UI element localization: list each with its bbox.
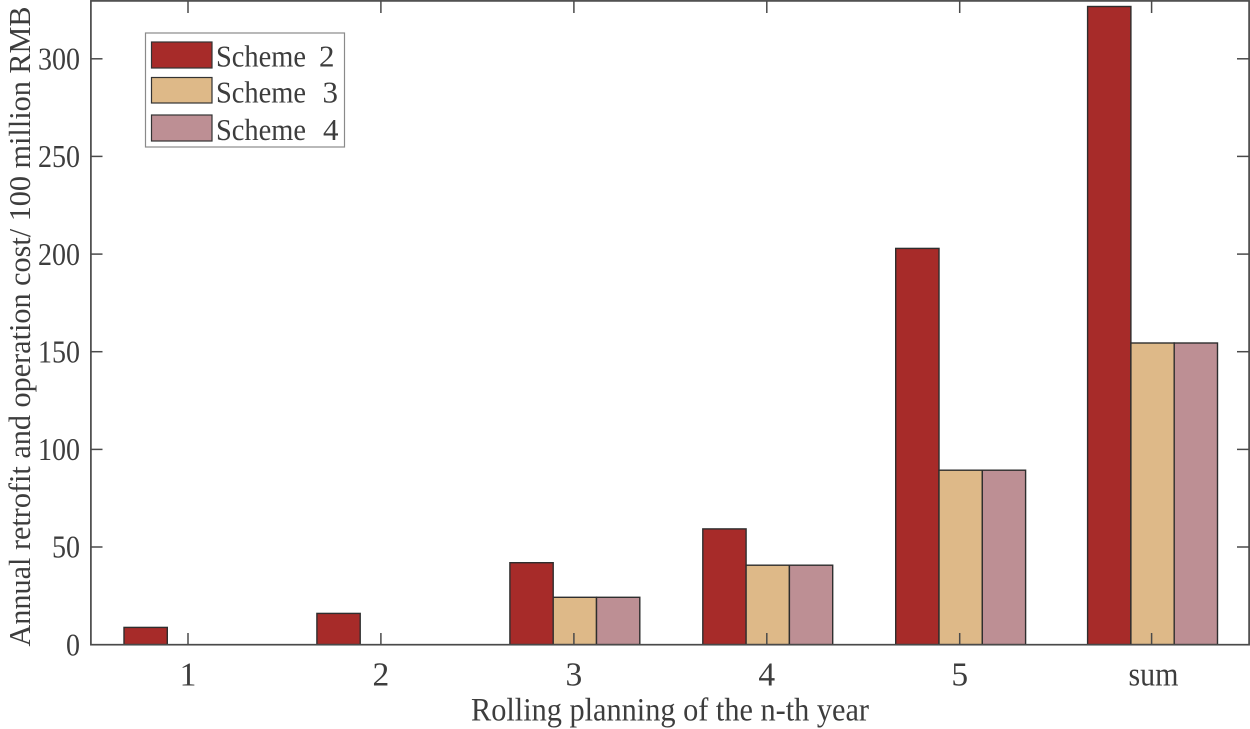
svg-text:2: 2 bbox=[373, 657, 390, 694]
svg-text:Rolling planning of the n-th y: Rolling planning of the n-th year bbox=[471, 693, 869, 729]
svg-text:3: 3 bbox=[566, 657, 583, 694]
svg-text:2: 2 bbox=[319, 39, 335, 74]
svg-text:250: 250 bbox=[38, 138, 80, 174]
svg-text:0: 0 bbox=[66, 626, 80, 662]
svg-text:Scheme: Scheme bbox=[216, 112, 306, 147]
svg-text:4: 4 bbox=[323, 112, 339, 147]
svg-text:100: 100 bbox=[38, 431, 80, 467]
svg-text:4: 4 bbox=[758, 657, 775, 694]
svg-text:50: 50 bbox=[52, 529, 80, 565]
svg-text:150: 150 bbox=[38, 333, 80, 369]
svg-text:300: 300 bbox=[38, 41, 80, 77]
svg-text:3: 3 bbox=[323, 75, 339, 110]
svg-text:5: 5 bbox=[951, 657, 968, 694]
svg-text:Scheme: Scheme bbox=[216, 75, 306, 110]
svg-text:200: 200 bbox=[38, 236, 80, 272]
svg-text:1: 1 bbox=[180, 657, 197, 694]
svg-text:sum: sum bbox=[1129, 657, 1179, 694]
svg-text:Annual retrofit and operation: Annual retrofit and operation cost/ 100 … bbox=[2, 7, 37, 647]
svg-text:Scheme: Scheme bbox=[216, 39, 306, 74]
